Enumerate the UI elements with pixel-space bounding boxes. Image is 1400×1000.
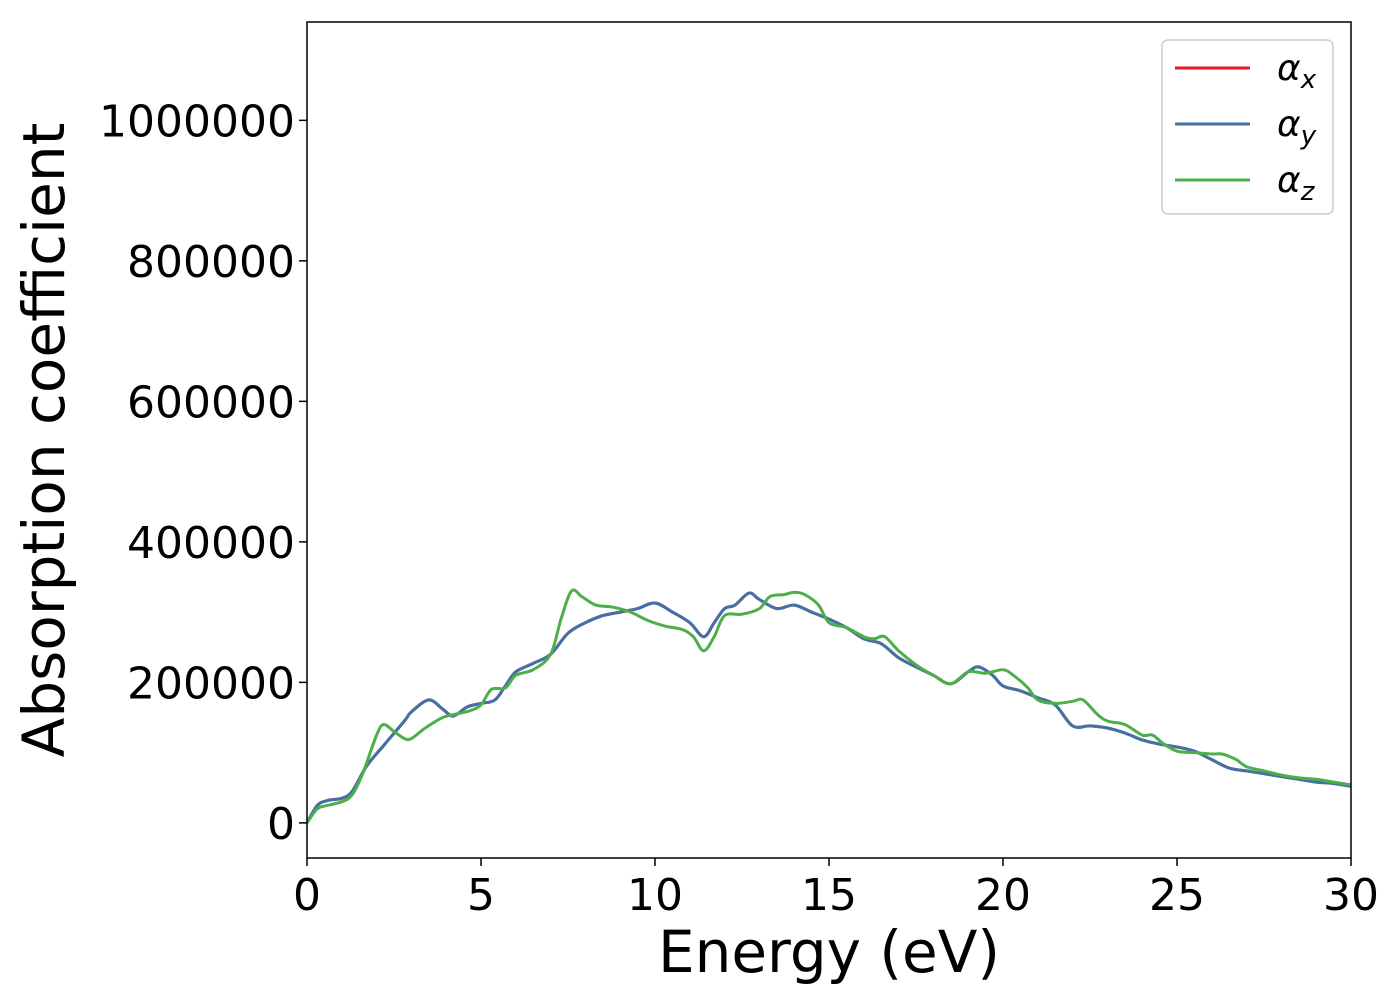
x-tick-label: 10 <box>627 870 683 921</box>
legend: αx αy αz <box>1161 39 1334 215</box>
y-tick-label: 400000 <box>127 518 295 569</box>
y-axis: 0 200000 400000 600000 800000 1000000 <box>99 96 307 850</box>
legend-label-alpha-z: αz <box>1277 160 1316 207</box>
y-axis-label: Absorption coefficient <box>10 123 78 758</box>
x-tick-label: 15 <box>801 870 857 921</box>
x-axis-label: Energy (eV) <box>658 918 1000 986</box>
x-tick-label: 30 <box>1323 870 1379 921</box>
series-line-alpha-z <box>307 588 1351 824</box>
legend-label-alpha-y: αy <box>1277 104 1317 151</box>
y-tick-label: 600000 <box>127 377 295 428</box>
x-tick-label: 20 <box>975 870 1031 921</box>
x-axis: 0 5 10 15 20 25 30 <box>293 858 1379 921</box>
y-tick-label: 0 <box>267 799 295 850</box>
series-line-alpha-y <box>307 591 1351 824</box>
legend-box <box>1161 39 1334 215</box>
y-tick-label: 800000 <box>127 237 295 288</box>
x-tick-label: 25 <box>1149 870 1205 921</box>
x-tick-label: 5 <box>467 870 495 921</box>
y-tick-label: 200000 <box>127 658 295 709</box>
y-tick-label: 1000000 <box>99 96 295 147</box>
legend-label-alpha-x: αx <box>1277 48 1317 95</box>
x-tick-label: 0 <box>293 870 321 921</box>
series-layer <box>307 588 1351 824</box>
